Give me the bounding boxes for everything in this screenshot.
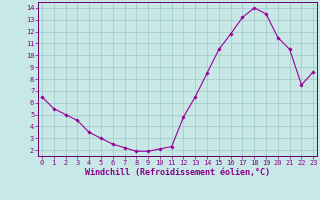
X-axis label: Windchill (Refroidissement éolien,°C): Windchill (Refroidissement éolien,°C) [85,168,270,177]
